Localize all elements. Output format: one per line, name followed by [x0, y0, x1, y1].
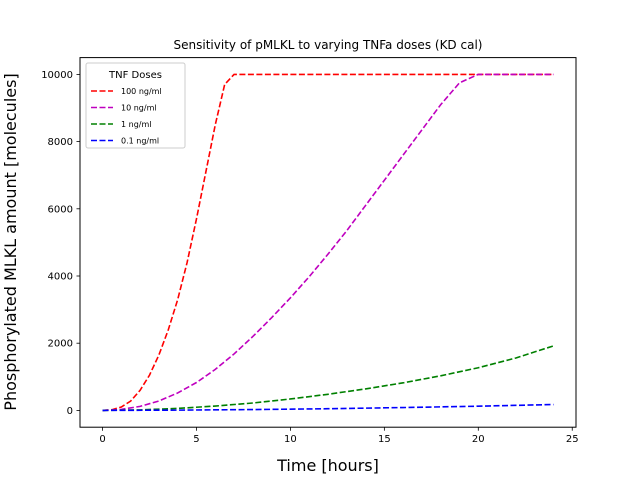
y-tick-label: 0	[67, 406, 73, 417]
series-line	[102, 73, 554, 412]
legend-items: 100 ng/ml 10 ng/ml 1 ng/ml 0.1 ng/ml	[91, 87, 162, 146]
legend-label: 100 ng/ml	[121, 87, 162, 96]
legend-label: 1 ng/ml	[121, 120, 152, 129]
y-tick-label: 10000	[41, 70, 73, 81]
y-tick-label: 4000	[48, 272, 73, 283]
x-tick-label: 25	[566, 434, 579, 445]
legend-title: TNF Doses	[108, 70, 162, 81]
legend: TNF Doses 100 ng/ml 10 ng/ml 1 ng/ml 0.1 ng…	[85, 62, 186, 149]
y-tick-label: 8000	[48, 137, 73, 148]
x-tick-label: 5	[193, 434, 199, 445]
legend-box	[85, 62, 186, 149]
x-tick-label: 10	[284, 434, 297, 445]
y-tick-label: 2000	[48, 339, 73, 350]
series-line	[102, 345, 554, 412]
plot-frame	[79, 57, 577, 428]
x-tick-label: 15	[378, 434, 391, 445]
x-axis-ticks: 0 5 10 15 20 25	[99, 427, 579, 445]
plot-series-group	[102, 73, 554, 412]
y-axis-ticks: 0 2000 4000 6000 8000 10000	[41, 70, 80, 417]
legend-label: 0.1 ng/ml	[121, 137, 159, 146]
y-axis-label: Phosphorylated MLKL amount [molecules]	[1, 73, 20, 410]
legend-label: 10 ng/ml	[121, 104, 157, 113]
x-tick-label: 0	[99, 434, 105, 445]
y-tick-label: 6000	[48, 204, 73, 215]
x-axis-label: Time [hours]	[276, 456, 379, 475]
chart-title: Sensitivity of pMLKL to varying TNFa dos…	[174, 38, 483, 52]
series-line	[102, 403, 554, 412]
x-tick-label: 20	[472, 434, 485, 445]
series-line	[102, 73, 554, 412]
